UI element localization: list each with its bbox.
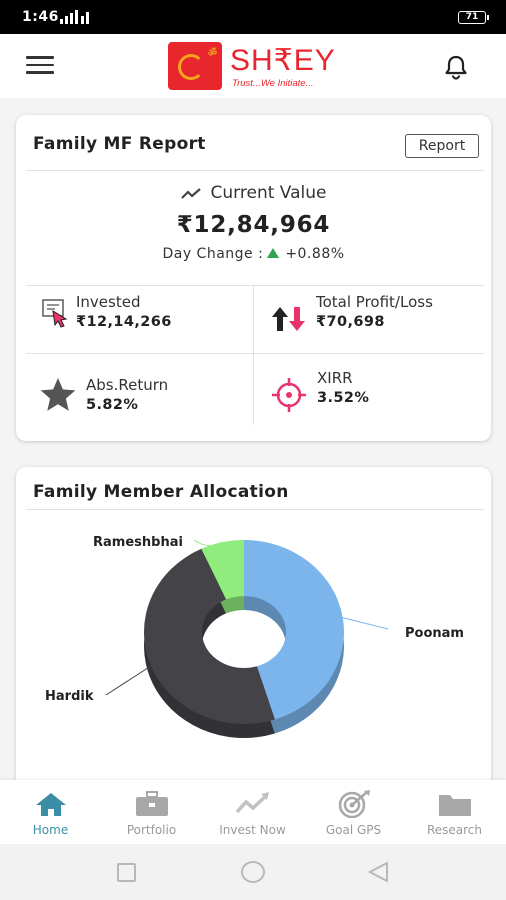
card-title: Family Member Allocation bbox=[33, 482, 289, 502]
back-button[interactable] bbox=[367, 861, 389, 883]
nav-label: Invest Now bbox=[219, 823, 286, 837]
nav-portfolio[interactable]: Portfolio bbox=[101, 780, 202, 844]
status-time: 1:46 bbox=[22, 9, 59, 25]
report-button[interactable]: Report bbox=[405, 134, 479, 158]
pie-leader-poonam bbox=[342, 617, 389, 630]
bell-icon[interactable] bbox=[442, 53, 470, 81]
pie-label-poonam: Poonam bbox=[405, 626, 464, 641]
invested-stat: Invested ₹12,14,266 bbox=[76, 293, 172, 330]
pie-leader-hardik bbox=[105, 665, 152, 696]
status-bar: 1:46 71 bbox=[0, 0, 506, 34]
crosshair-icon bbox=[272, 378, 306, 412]
allocation-pie-chart bbox=[105, 539, 389, 738]
allocation-card: Family Member Allocation Poonam Hardik R… bbox=[16, 467, 491, 807]
divider bbox=[253, 285, 254, 425]
pie-leader-rameshbhai bbox=[193, 539, 223, 547]
divider bbox=[26, 170, 484, 171]
system-nav-bar bbox=[0, 844, 506, 900]
xirr-stat: XIRR 3.52% bbox=[317, 369, 369, 406]
trend-icon bbox=[235, 792, 269, 814]
nav-label: Portfolio bbox=[126, 823, 177, 837]
brand-tagline: Trust...We Initiate... bbox=[232, 78, 314, 89]
nav-label: Research bbox=[426, 823, 483, 837]
profit-loss-icon bbox=[272, 307, 305, 331]
briefcase-icon bbox=[136, 791, 168, 816]
trend-icon bbox=[180, 188, 201, 199]
profit-loss-value: ₹70,698 bbox=[316, 314, 385, 330]
divider bbox=[26, 285, 484, 286]
pie-slice-rameshbhai[interactable] bbox=[201, 540, 244, 600]
card-title: Family MF Report bbox=[33, 134, 206, 154]
pie-slice-hardik[interactable] bbox=[144, 548, 275, 724]
invested-label: Invested bbox=[76, 293, 141, 311]
abs-return-stat: Abs.Return 5.82% bbox=[86, 376, 168, 413]
invest-icon bbox=[42, 299, 68, 328]
xirr-value: 3.52% bbox=[317, 390, 370, 406]
home-icon bbox=[36, 793, 66, 816]
pie-label-hardik: Hardik bbox=[45, 689, 94, 704]
abs-return-label: Abs.Return bbox=[86, 376, 169, 394]
menu-icon[interactable] bbox=[26, 56, 54, 76]
battery-icon: 71 bbox=[458, 11, 489, 24]
bottom-nav: Home Portfolio Invest Now Goal GPS Resea… bbox=[0, 780, 506, 844]
target-icon bbox=[338, 790, 370, 818]
invested-value: ₹12,14,266 bbox=[76, 314, 172, 330]
current-value-label: Current Value bbox=[16, 183, 491, 203]
profit-loss-label: Total Profit/Loss bbox=[316, 293, 433, 311]
day-change: Day Change : +0.88% bbox=[162, 246, 345, 262]
recent-apps-button[interactable] bbox=[117, 863, 136, 882]
up-arrow-icon bbox=[267, 248, 280, 258]
nav-research[interactable]: Research bbox=[404, 780, 505, 844]
brand-logo: ॐ SH₹EY Trust...We Initiate... bbox=[168, 40, 343, 94]
nav-home[interactable]: Home bbox=[0, 780, 101, 844]
home-button[interactable] bbox=[241, 861, 265, 883]
nav-goal-gps[interactable]: Goal GPS bbox=[303, 780, 404, 844]
nav-invest-now[interactable]: Invest Now bbox=[202, 780, 303, 844]
folder-icon bbox=[439, 795, 471, 816]
mf-report-card: Family MF Report Report Current Value ₹1… bbox=[16, 115, 491, 441]
day-change-value: +0.88% bbox=[285, 246, 345, 262]
brand-name: SH₹EY bbox=[230, 44, 336, 77]
nav-label: Goal GPS bbox=[325, 823, 382, 837]
app-header: ॐ SH₹EY Trust...We Initiate... bbox=[0, 34, 506, 98]
profit-loss-stat: Total Profit/Loss ₹70,698 bbox=[316, 293, 433, 330]
nav-label: Home bbox=[32, 823, 69, 837]
xirr-label: XIRR bbox=[317, 369, 353, 387]
pie-label-rameshbhai: Rameshbhai bbox=[93, 535, 183, 550]
divider bbox=[26, 509, 484, 510]
signal-icon bbox=[60, 10, 89, 24]
logo-mark: ॐ bbox=[168, 42, 222, 90]
current-value: ₹12,84,964 bbox=[176, 212, 331, 238]
abs-return-value: 5.82% bbox=[86, 397, 139, 413]
pie-slice-poonam[interactable] bbox=[244, 540, 344, 720]
divider bbox=[26, 353, 484, 354]
star-icon bbox=[40, 378, 76, 411]
